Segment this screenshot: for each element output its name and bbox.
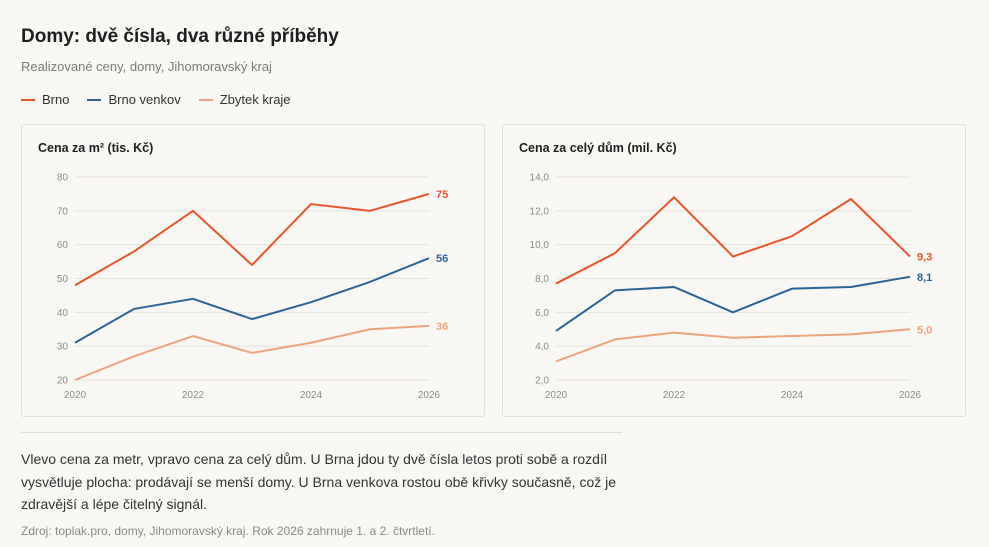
y-tick-label: 4,0 — [535, 342, 549, 353]
chart-title-price-per-m2: Cena za m² (tis. Kč) — [38, 141, 154, 155]
series-line-brno — [74, 192, 430, 287]
y-tick-label: 12,0 — [530, 206, 550, 217]
y-tick-label: 2,0 — [535, 376, 549, 387]
legend-label-zbytek-kraje: Zbytek kraje — [219, 92, 291, 107]
x-tick-label: 2024 — [781, 390, 804, 401]
source-note: Zdroj: toplak.pro, domy, Jihomoravský kr… — [21, 524, 435, 538]
y-tick-label: 14,0 — [530, 173, 550, 184]
legend-label-brno-venkov: Brno venkov — [108, 92, 181, 107]
chart-panel-house-price: Cena za celý dům (mil. Kč) 2,0 4,0 6,0 8,0 1… — [502, 124, 966, 417]
y-tick-label: 40 — [57, 308, 69, 319]
x-tick-label: 2022 — [663, 390, 686, 401]
series-line-zbytek-kraje — [555, 328, 911, 363]
series-line-zbytek-kraje — [74, 324, 430, 381]
x-tick-label: 2020 — [545, 390, 568, 401]
y-tick-label: 8,0 — [535, 274, 549, 285]
end-label-zbytek-kraje: 36 — [436, 321, 448, 333]
legend-item-brno: Brno — [21, 92, 69, 107]
legend-item-brno-venkov: Brno venkov — [87, 92, 181, 107]
y-tick-label: 30 — [57, 342, 69, 353]
legend-swatch-brno-venkov — [87, 98, 102, 101]
y-tick-label: 80 — [57, 173, 69, 184]
series-line-brno — [555, 196, 911, 285]
y-tick-label: 10,0 — [530, 240, 550, 251]
x-tick-label: 2022 — [182, 390, 205, 401]
y-tick-label: 60 — [57, 240, 69, 251]
chart-price-per-m2: 20 30 40 50 60 70 80 2020 2022 2024 2026 75 56 36 — [57, 173, 448, 402]
end-label-zbytek-kraje: 5,0 — [917, 324, 932, 336]
y-tick-label: 6,0 — [535, 308, 549, 319]
commentary-text: Vlevo cena za metr, vpravo cena za celý … — [21, 451, 617, 512]
x-tick-label: 2020 — [64, 390, 87, 401]
legend-swatch-zbytek-kraje — [198, 98, 213, 101]
chart-house-price: 2,0 4,0 6,0 8,0 10,0 12,0 14,0 2020 2022 2024 2026… — [530, 173, 933, 402]
page-title: Domy: dvě čísla, dva různé příběhy — [21, 26, 339, 47]
end-label-brno-venkov: 56 — [436, 253, 448, 265]
x-tick-label: 2026 — [418, 390, 441, 401]
legend-item-zbytek-kraje: Zbytek kraje — [198, 92, 291, 107]
end-label-brno: 9,3 — [917, 252, 932, 264]
series-line-brno-venkov — [74, 257, 430, 344]
divider — [21, 432, 622, 433]
y-tick-label: 20 — [57, 376, 69, 387]
x-tick-label: 2026 — [899, 390, 922, 401]
legend: Brno Brno venkov Zbytek kraje — [21, 92, 291, 107]
legend-label-brno: Brno — [42, 92, 70, 107]
page-subtitle: Realizované ceny, domy, Jihomoravský kra… — [21, 59, 272, 74]
series-line-brno-venkov — [555, 275, 911, 332]
y-tick-label: 50 — [57, 274, 69, 285]
chart-panel-price-per-m2: Cena za m² (tis. Kč) 20 30 40 50 60 70 80 2020 2… — [21, 124, 485, 417]
chart-title-house-price: Cena za celý dům (mil. Kč) — [519, 141, 677, 155]
legend-swatch-brno — [21, 98, 35, 101]
x-tick-label: 2024 — [300, 390, 323, 401]
y-tick-label: 70 — [57, 206, 69, 217]
end-label-brno-venkov: 8,1 — [917, 272, 932, 284]
end-label-brno: 75 — [436, 189, 448, 201]
